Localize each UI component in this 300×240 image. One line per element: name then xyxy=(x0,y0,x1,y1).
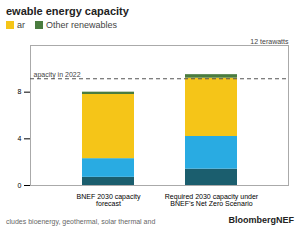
svg-text:4: 4 xyxy=(18,135,22,142)
html-text:ewable energy capacity: ewable energy capacity xyxy=(6,5,129,17)
html-text:ar: ar xyxy=(17,20,25,30)
svg-text:BNEF 2030 capacityforecast: BNEF 2030 capacityforecast xyxy=(77,193,141,207)
html-text:cludes bioenergy, geothermal,: cludes bioenergy, geothermal, solar ther… xyxy=(6,218,156,225)
svg-text:apacity in 2022: apacity in 2022 xyxy=(34,71,81,79)
svg-text:0: 0 xyxy=(18,182,22,189)
svg-text:Required 2030 capacity underBN: Required 2030 capacity underBNEF’s Net Z… xyxy=(165,193,259,207)
svg-text:12 terawatts: 12 terawatts xyxy=(250,38,289,45)
svg-text:8: 8 xyxy=(18,88,22,95)
html-text:Other renewables: Other renewables xyxy=(46,20,118,30)
html-text:BloombergNEF: BloombergNEF xyxy=(228,215,294,225)
